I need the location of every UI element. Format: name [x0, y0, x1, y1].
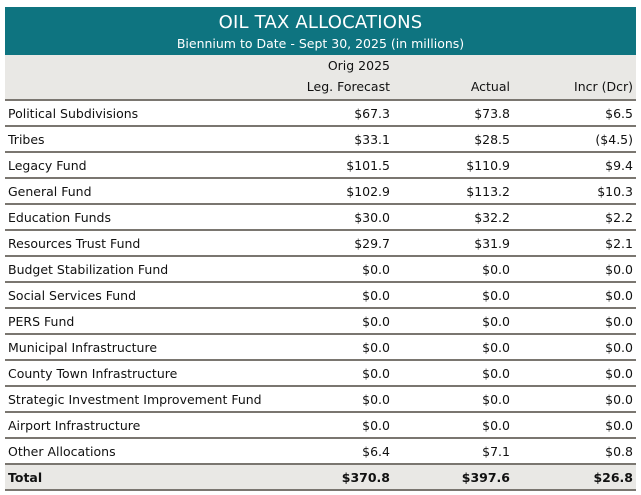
row-diff: $0.0 [605, 262, 633, 277]
row-forecast: $29.7 [354, 236, 390, 251]
header-incr-dcr: Incr (Dcr) [574, 79, 633, 94]
row-forecast: $0.0 [362, 366, 390, 381]
row-actual: $0.0 [482, 314, 510, 329]
row-label: Resources Trust Fund [8, 236, 141, 251]
row-label: Municipal Infrastructure [8, 340, 158, 355]
row-forecast: $0.0 [362, 392, 390, 407]
row-label: Budget Stabilization Fund [8, 262, 169, 277]
row-actual: $0.0 [482, 262, 510, 277]
total-forecast: $370.8 [341, 470, 390, 485]
row-actual: $7.1 [482, 444, 510, 459]
row-actual: $110.9 [466, 158, 510, 173]
row-forecast: $0.0 [362, 262, 390, 277]
row-diff: ($4.5) [595, 132, 633, 147]
row-forecast: $67.3 [354, 106, 390, 121]
table-row: Municipal Infrastructure $0.0 $0.0 $0.0 [5, 335, 636, 361]
row-diff: $2.1 [605, 236, 633, 251]
row-actual: $0.0 [482, 418, 510, 433]
total-row: Total $370.8 $397.6 $26.8 [5, 465, 636, 491]
header-forecast-line1: Orig 2025 [327, 58, 390, 73]
row-actual: $0.0 [482, 392, 510, 407]
table-row: Education Funds $30.0 $32.2 $2.2 [5, 205, 636, 231]
row-diff: $2.2 [605, 210, 633, 225]
row-label: Strategic Investment Improvement Fund [8, 392, 262, 407]
row-forecast: $0.0 [362, 418, 390, 433]
table-row: Legacy Fund $101.5 $110.9 $9.4 [5, 153, 636, 179]
table-banner: OIL TAX ALLOCATIONS Biennium to Date - S… [5, 7, 636, 55]
table-subtitle: Biennium to Date - Sept 30, 2025 (in mil… [176, 36, 465, 51]
row-forecast: $0.0 [362, 340, 390, 355]
table-row: Political Subdivisions $67.3 $73.8 $6.5 [5, 101, 636, 127]
row-forecast: $33.1 [354, 132, 390, 147]
column-headers: Orig 2025 Leg. Forecast Actual Incr (Dcr… [5, 55, 636, 101]
row-label: PERS Fund [8, 314, 75, 329]
total-diff: $26.8 [593, 470, 633, 485]
row-forecast: $30.0 [354, 210, 390, 225]
row-label: Tribes [8, 132, 45, 147]
row-actual: $0.0 [482, 366, 510, 381]
row-actual: $32.2 [474, 210, 510, 225]
row-actual: $0.0 [482, 340, 510, 355]
row-diff: $0.0 [605, 418, 633, 433]
total-actual: $397.6 [461, 470, 510, 485]
table-row: Tribes $33.1 $28.5 ($4.5) [5, 127, 636, 153]
row-label: Airport Infrastructure [8, 418, 141, 433]
table-row: Budget Stabilization Fund $0.0 $0.0 $0.0 [5, 257, 636, 283]
row-diff: $6.5 [605, 106, 633, 121]
row-forecast: $0.0 [362, 288, 390, 303]
table-row: Social Services Fund $0.0 $0.0 $0.0 [5, 283, 636, 309]
row-label: County Town Infrastructure [8, 366, 178, 381]
table-row: Airport Infrastructure $0.0 $0.0 $0.0 [5, 413, 636, 439]
row-diff: $0.0 [605, 288, 633, 303]
row-actual: $28.5 [474, 132, 510, 147]
row-actual: $0.0 [482, 288, 510, 303]
row-diff: $10.3 [597, 184, 633, 199]
row-diff: $0.8 [605, 444, 633, 459]
row-label: Other Allocations [8, 444, 116, 459]
table-row: PERS Fund $0.0 $0.0 $0.0 [5, 309, 636, 335]
table-row: Strategic Investment Improvement Fund $0.… [5, 387, 636, 413]
row-forecast: $101.5 [346, 158, 390, 173]
row-label: Legacy Fund [8, 158, 87, 173]
row-diff: $0.0 [605, 314, 633, 329]
row-diff: $9.4 [605, 158, 633, 173]
oil-tax-allocations-table: OIL TAX ALLOCATIONS Biennium to Date - S… [5, 7, 636, 491]
header-forecast-line2: Leg. Forecast [306, 79, 390, 94]
table-row: County Town Infrastructure $0.0 $0.0 $0.0 [5, 361, 636, 387]
table-title: OIL TAX ALLOCATIONS [218, 12, 423, 33]
row-actual: $73.8 [474, 106, 510, 121]
table-row: Resources Trust Fund $29.7 $31.9 $2.1 [5, 231, 636, 257]
total-label: Total [8, 470, 43, 485]
table-row: General Fund $102.9 $113.2 $10.3 [5, 179, 636, 205]
table-body: Political Subdivisions $67.3 $73.8 $6.5 Trib… [5, 101, 636, 465]
header-actual: Actual [470, 79, 510, 94]
row-actual: $31.9 [474, 236, 510, 251]
row-label: Social Services Fund [8, 288, 137, 303]
row-label: Political Subdivisions [8, 106, 139, 121]
row-forecast: $6.4 [362, 444, 390, 459]
row-actual: $113.2 [466, 184, 510, 199]
row-label: Education Funds [8, 210, 112, 225]
row-diff: $0.0 [605, 392, 633, 407]
row-forecast: $102.9 [346, 184, 390, 199]
row-forecast: $0.0 [362, 314, 390, 329]
row-diff: $0.0 [605, 366, 633, 381]
table-row: Other Allocations $6.4 $7.1 $0.8 [5, 439, 636, 465]
row-label: General Fund [8, 184, 92, 199]
row-diff: $0.0 [605, 340, 633, 355]
